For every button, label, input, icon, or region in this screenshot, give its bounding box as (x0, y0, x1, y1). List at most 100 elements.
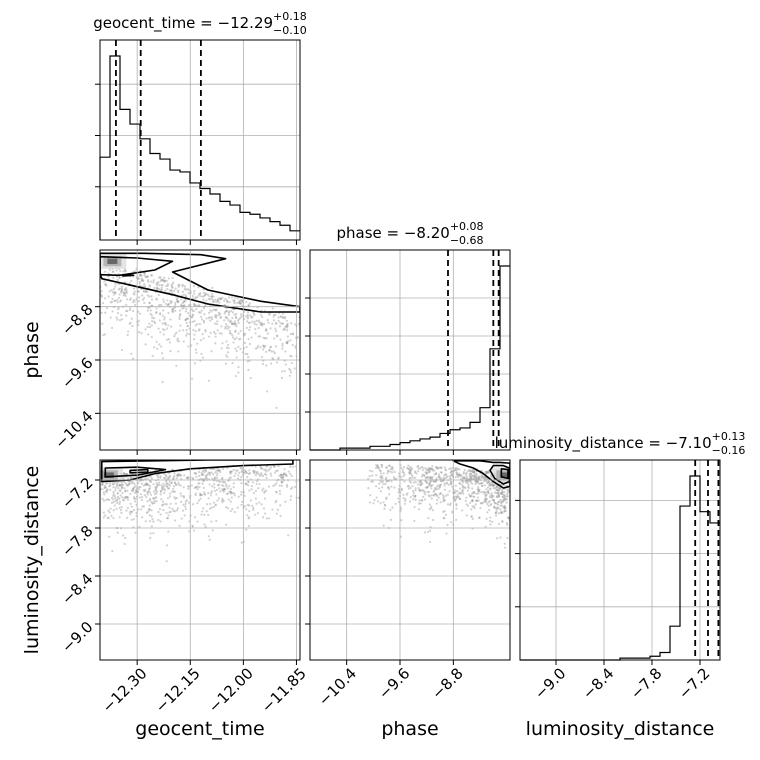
sample-point (214, 313, 217, 317)
sample-point (272, 319, 276, 322)
sample-point (418, 488, 422, 491)
sample-point (207, 513, 210, 516)
sample-point (223, 488, 226, 491)
sample-point (425, 481, 428, 484)
sample-point (266, 332, 269, 335)
sample-point (208, 538, 211, 541)
sample-point (224, 325, 227, 329)
sample-point (125, 289, 128, 292)
sample-point (190, 316, 194, 319)
sample-point (118, 276, 121, 279)
sample-point (150, 335, 153, 339)
sample-point (260, 322, 263, 325)
sample-point (109, 316, 112, 319)
sample-point (137, 319, 140, 322)
sample-point (391, 466, 394, 469)
sample-point (177, 473, 180, 477)
sample-point (253, 312, 256, 315)
sample-point (131, 487, 135, 490)
sample-point (234, 315, 238, 319)
sample-point (461, 477, 464, 480)
sample-point (112, 483, 115, 486)
sample-point (486, 477, 489, 480)
sample-point (475, 500, 478, 503)
sample-point (208, 316, 211, 319)
sample-point (510, 492, 512, 494)
sample-point (382, 472, 385, 475)
sample-point (202, 337, 205, 340)
sample-point (367, 486, 370, 490)
sample-point (437, 475, 440, 478)
sample-point (428, 495, 431, 498)
sample-point (194, 324, 197, 327)
sample-point (380, 466, 383, 469)
sample-point (187, 288, 191, 292)
sample-point (161, 487, 164, 490)
sample-point (291, 465, 295, 468)
sample-point (144, 343, 147, 346)
sample-point (500, 492, 503, 495)
sample-point (247, 472, 250, 475)
sample-point (506, 495, 509, 498)
sample-point (143, 483, 147, 486)
sample-point (219, 297, 223, 301)
sample-point (185, 321, 188, 325)
sample-point (503, 507, 506, 510)
sample-point (443, 484, 446, 487)
sample-point (146, 309, 149, 312)
sample-point (126, 472, 129, 476)
sample-point (147, 280, 150, 283)
sample-point (252, 311, 255, 314)
sample-point (120, 314, 123, 317)
sample-point (265, 465, 268, 468)
sample-point (101, 497, 104, 500)
sample-point (252, 491, 255, 495)
sample-point (200, 352, 203, 355)
sample-point (485, 491, 488, 494)
sample-point (215, 322, 219, 326)
sample-point (171, 283, 174, 286)
sample-point (156, 484, 159, 487)
sample-point (287, 534, 290, 537)
sample-point (475, 481, 478, 484)
sample-point (167, 302, 170, 306)
scatter-geocent_time-vs-luminosity_distance (100, 460, 300, 563)
sample-point (409, 469, 412, 473)
sample-point (469, 470, 472, 473)
sample-point (247, 480, 250, 483)
sample-point (273, 465, 276, 468)
sample-point (186, 317, 189, 321)
sample-point (126, 483, 130, 486)
sample-point (375, 463, 378, 467)
sample-point (499, 511, 502, 514)
sample-point (499, 491, 503, 495)
sample-point (444, 472, 447, 476)
sample-point (402, 475, 405, 478)
sample-point (179, 474, 183, 477)
sample-point (371, 470, 374, 473)
sample-point (456, 490, 459, 493)
sample-point (442, 500, 445, 503)
sample-point (131, 301, 135, 304)
sample-point (162, 300, 165, 304)
sample-point (503, 495, 506, 498)
sample-point (240, 466, 243, 470)
sample-point (151, 354, 154, 357)
sample-point (284, 473, 287, 476)
sample-point (166, 476, 169, 479)
sample-point (236, 302, 239, 305)
sample-point (171, 307, 174, 311)
sample-point (180, 303, 183, 306)
sample-point (435, 477, 438, 480)
sample-point (194, 486, 198, 489)
sample-point (418, 480, 421, 483)
sample-point (169, 318, 172, 321)
sample-point (453, 495, 456, 498)
sample-point (124, 291, 127, 294)
sample-point (262, 516, 265, 519)
sample-point (180, 494, 183, 498)
sample-point (226, 324, 229, 328)
sample-point (388, 493, 391, 496)
sample-point (267, 485, 271, 488)
sample-point (457, 473, 460, 477)
